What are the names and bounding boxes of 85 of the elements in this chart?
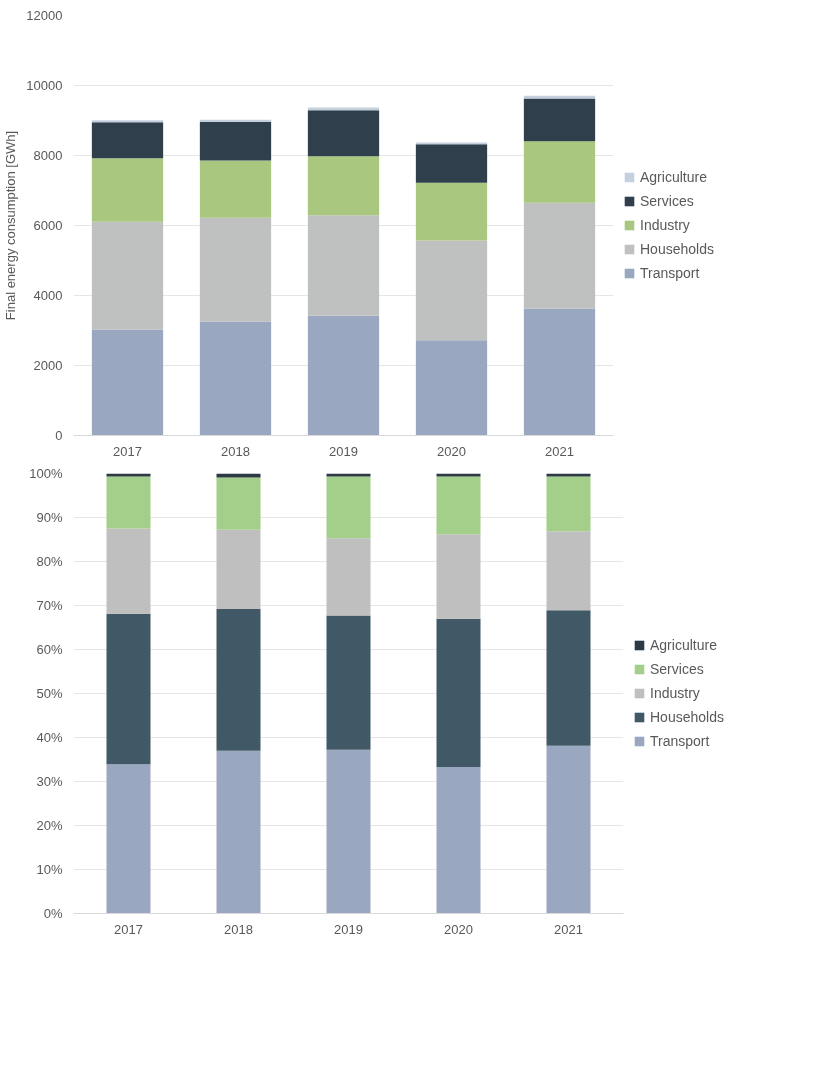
- y-tick-label: 40%: [36, 730, 63, 745]
- bar: [307, 110, 380, 157]
- y-tick-label: 70%: [36, 598, 63, 613]
- legend-label: Services: [650, 661, 704, 677]
- y-tick-label: 90%: [36, 510, 63, 525]
- bar: [307, 215, 380, 316]
- legend-label: Industry: [640, 217, 690, 233]
- y-tick-label: 50%: [36, 686, 63, 701]
- legend-label: Households: [640, 241, 714, 257]
- bar: [436, 476, 481, 535]
- x-tick-label: 2020: [437, 443, 466, 459]
- bar: [326, 473, 371, 477]
- y-tick-label: 30%: [36, 774, 63, 789]
- bar: [546, 531, 591, 611]
- y-tick-label: 60%: [36, 642, 63, 657]
- bar: [91, 158, 164, 222]
- bar: [199, 119, 272, 122]
- bar: [91, 120, 164, 123]
- x-tick-label: 2021: [545, 443, 574, 459]
- x-tick-label: 2020: [444, 921, 473, 937]
- y-tick-label: 8000: [33, 148, 63, 163]
- bar: [216, 477, 261, 530]
- bar: [326, 538, 371, 616]
- x-tick-label: 2017: [113, 443, 142, 459]
- bar: [523, 98, 596, 142]
- bar: [91, 122, 164, 159]
- legend-label: Transport: [640, 265, 700, 281]
- legend-label: Services: [640, 193, 694, 209]
- bar: [91, 221, 164, 330]
- bar: [546, 476, 591, 532]
- x-tick-label: 2017: [114, 921, 143, 937]
- bar: [307, 156, 380, 216]
- bar: [106, 764, 151, 914]
- y-tick-label: 0%: [43, 906, 63, 921]
- legend-label: Households: [650, 709, 724, 725]
- bar: [546, 745, 591, 914]
- bar: [216, 609, 261, 751]
- bar: [326, 615, 371, 750]
- bar: [106, 476, 151, 529]
- bar: [436, 766, 481, 914]
- bar: [436, 618, 481, 767]
- x-tick-label: 2018: [221, 443, 250, 459]
- bar: [326, 749, 371, 914]
- bar: [523, 141, 596, 203]
- bar: [199, 121, 272, 161]
- legend-label: Transport: [650, 733, 710, 749]
- y-tick-label: 4000: [33, 288, 63, 303]
- bar: [326, 476, 371, 539]
- bar: [546, 610, 591, 746]
- y-tick-label: 12000: [26, 8, 63, 23]
- x-tick-label: 2018: [224, 921, 253, 937]
- y-tick-label: 2000: [33, 358, 63, 373]
- bar: [91, 329, 164, 436]
- bar: [546, 473, 591, 477]
- y-tick-label: 100%: [29, 466, 63, 481]
- y-tick-label: 10%: [36, 862, 63, 877]
- y-tick-label: 6000: [33, 218, 63, 233]
- bar: [436, 534, 481, 619]
- bar: [415, 144, 488, 183]
- bar: [415, 182, 488, 241]
- x-tick-label: 2019: [329, 443, 358, 459]
- bar: [436, 473, 481, 477]
- bar: [106, 473, 151, 477]
- bar: [106, 528, 151, 614]
- bar: [216, 529, 261, 610]
- legend-label: Industry: [650, 685, 700, 701]
- bar: [415, 340, 488, 436]
- bar: [199, 217, 272, 322]
- bar: [216, 750, 261, 914]
- bar: [106, 613, 151, 765]
- y-tick-label: 10000: [26, 78, 63, 93]
- x-tick-label: 2021: [554, 921, 583, 937]
- y-tick-label: 80%: [36, 554, 63, 569]
- bar: [523, 202, 596, 309]
- legend-label: Agriculture: [650, 637, 717, 653]
- bar: [199, 160, 272, 218]
- y-axis-title: Final energy consumption [GWh]: [3, 130, 19, 321]
- bar: [199, 321, 272, 436]
- bar: [523, 308, 596, 436]
- legend-label: Agriculture: [640, 169, 707, 185]
- x-tick-label: 2019: [334, 921, 363, 937]
- y-tick-label: 0: [55, 428, 63, 443]
- y-tick-label: 20%: [36, 818, 63, 833]
- bar: [307, 315, 380, 436]
- bar: [415, 240, 488, 341]
